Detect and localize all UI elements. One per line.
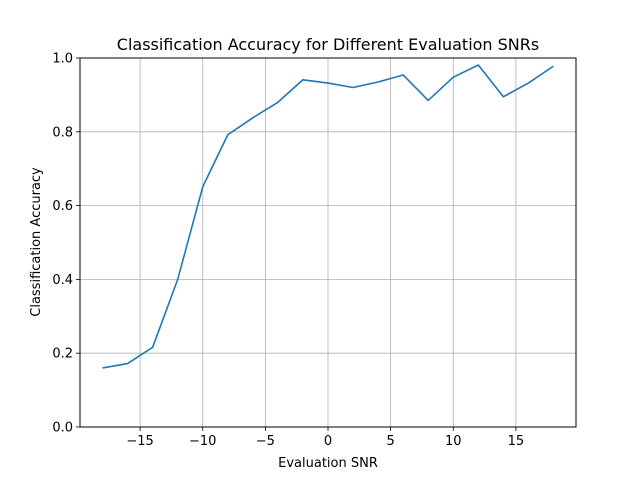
- y-axis-label: Classification Accuracy: [29, 167, 44, 317]
- y-tick-label: 1.0: [52, 52, 73, 67]
- y-tick-label: 0.4: [52, 273, 73, 288]
- x-axis-label: Evaluation SNR: [278, 456, 378, 471]
- y-tick-label: 0.0: [52, 421, 73, 436]
- y-tick-label: 0.6: [52, 199, 73, 214]
- grid-lines: [80, 57, 576, 428]
- series-layer: [102, 64, 554, 369]
- y-tick-label: 0.2: [52, 347, 73, 362]
- x-tick-label: −10: [189, 434, 216, 449]
- y-tick-label: 0.8: [52, 125, 73, 140]
- x-tick-label: 5: [386, 434, 394, 449]
- x-tick-label: 10: [445, 434, 462, 449]
- chart-title: Classification Accuracy for Different Ev…: [117, 35, 539, 54]
- x-tick-label: 15: [508, 434, 525, 449]
- x-tick-label: −5: [256, 434, 275, 449]
- x-tick-label: −15: [126, 434, 153, 449]
- x-tick-label: 0: [324, 434, 332, 449]
- axis-ticks: −15 −10 −5 0 5 10 15 0.0 0.2 0.4 0.6 0.8 1.0: [52, 52, 524, 450]
- series-line: [102, 64, 554, 369]
